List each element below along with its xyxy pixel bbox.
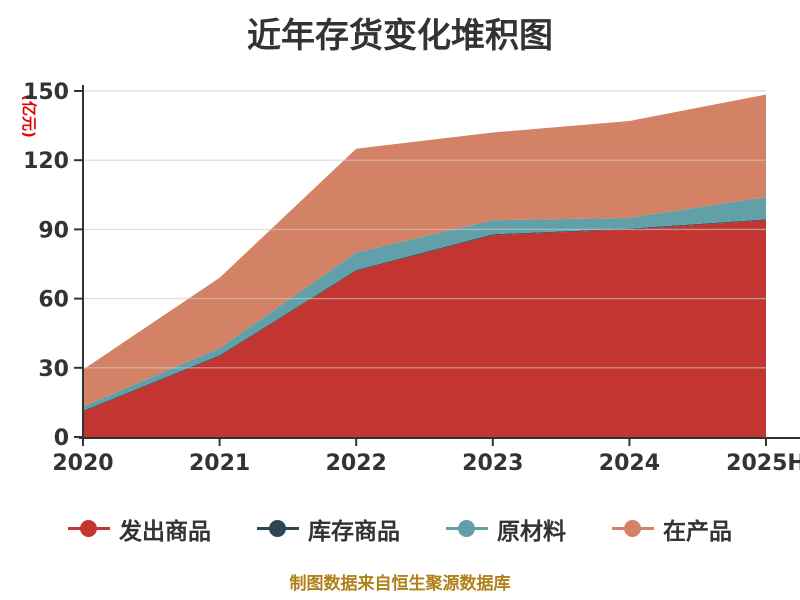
area-series-2[interactable] — [83, 197, 766, 411]
x-tick-label: 2022 — [326, 451, 387, 476]
legend-marker-icon — [68, 517, 110, 541]
legend-item-0[interactable]: 发出商品 — [68, 512, 211, 546]
x-tick-label: 2020 — [52, 451, 113, 476]
chart-title: 近年存货变化堆积图 — [247, 16, 553, 56]
legend: 发出商品 库存商品 原材料 在产品 — [0, 512, 800, 546]
legend-marker-icon — [257, 517, 299, 541]
x-tick-label: 2025H — [726, 451, 800, 476]
x-tick-label: 2023 — [462, 451, 523, 476]
legend-item-2[interactable]: 原材料 — [446, 512, 566, 546]
stacked-areas — [83, 94, 766, 437]
legend-item-1[interactable]: 库存商品 — [257, 512, 400, 546]
legend-dot — [458, 520, 475, 537]
legend-marker-icon — [446, 517, 488, 541]
axes — [74, 85, 800, 446]
axis-labels: 0 30 60 90 120 150 2020 2021 2022 2023 2024 2025H — [23, 80, 800, 476]
y-tick-label: 60 — [38, 288, 69, 313]
data-source-note: 制图数据来自恒生聚源数据库 — [289, 574, 511, 594]
legend-label: 在产品 — [663, 519, 732, 545]
x-tick-label: 2021 — [189, 451, 250, 476]
area-series-0[interactable] — [83, 220, 766, 437]
gridlines — [83, 90, 766, 369]
y-tick-label: 150 — [23, 80, 69, 105]
legend-label: 原材料 — [497, 519, 566, 545]
legend-item-3[interactable]: 在产品 — [612, 512, 732, 546]
legend-marker-icon — [612, 517, 654, 541]
y-tick-label: 90 — [38, 218, 69, 243]
legend-dot — [269, 520, 286, 537]
y-tick-label: 30 — [38, 357, 69, 382]
legend-dot — [624, 520, 641, 537]
y-tick-label: 120 — [23, 149, 69, 174]
area-series-3[interactable] — [83, 94, 766, 407]
legend-label: 发出商品 — [119, 519, 211, 545]
legend-dot — [80, 520, 97, 537]
y-tick-label: 0 — [54, 426, 69, 451]
x-tick-label: 2024 — [599, 451, 660, 476]
legend-label: 库存商品 — [308, 519, 400, 545]
